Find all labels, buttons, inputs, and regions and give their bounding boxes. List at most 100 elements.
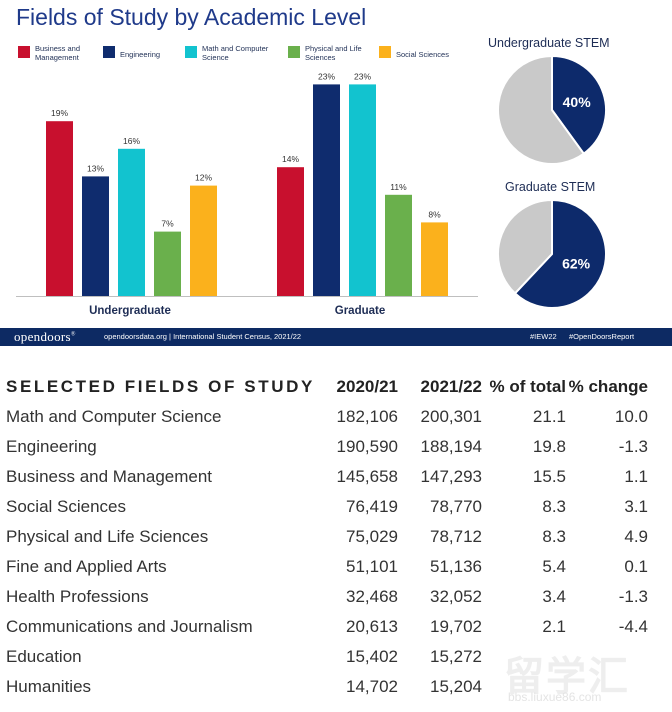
cell-percent-total: 5.4: [542, 557, 566, 576]
cell-field: Education: [6, 647, 82, 666]
header-percent-total: % of total: [489, 377, 567, 396]
bar-label-undergraduate-social: 12%: [195, 173, 212, 183]
bar-undergraduate-engineering: [82, 176, 109, 296]
chart-title: Fields of Study by Academic Level: [16, 4, 367, 30]
legend-item-social: Social Sciences: [379, 44, 476, 59]
cell-field: Engineering: [6, 437, 97, 456]
bar-graduate-physical: [385, 194, 412, 296]
bar-label-graduate-social: 8%: [428, 209, 441, 219]
pie-graduate-value-label: 62%: [562, 256, 591, 272]
legend-item-physical: Physical and Life Sciences: [288, 44, 380, 62]
bar-graduate-business: [277, 167, 304, 296]
legend-item-business: Business and Management: [18, 44, 105, 62]
table-row: Fine and Applied Arts 51,101 51,136 5.4 0.1: [0, 552, 672, 582]
legend-label-social: Social Sciences: [396, 50, 449, 59]
table-body: Math and Computer Science 182,106 200,301 2…: [0, 402, 672, 702]
cell-2021-22: 15,272: [430, 647, 482, 666]
table-row: Humanities 14,702 15,204: [0, 672, 672, 702]
table-header-row: SELECTED FIELDS OF STUDY 2020/21 2021/22…: [0, 372, 672, 402]
table-row: Business and Management 145,658 147,293 15.…: [0, 462, 672, 492]
legend-item-engineering: Engineering: [103, 44, 180, 59]
bar-label-undergraduate-math: 16%: [123, 136, 140, 146]
table-row: Physical and Life Sciences 75,029 78,712 8.…: [0, 522, 672, 552]
opendoors-logo-mark: ®: [70, 331, 76, 338]
x-tick-label-graduate: Graduate: [335, 305, 386, 317]
legend-swatch-physical: [288, 46, 300, 58]
bar-graduate-social: [421, 222, 448, 296]
bar-undergraduate-physical: [154, 231, 181, 296]
cell-2020-21: 32,468: [346, 587, 398, 606]
pie-graduate-slice-stem: [513, 198, 607, 309]
cell-percent-total: 21.1: [532, 407, 566, 426]
bar-label-undergraduate-physical: 7%: [161, 219, 174, 229]
legend-label-engineering: Engineering: [120, 50, 161, 59]
footer-hashtag-iew: #IEW22: [530, 332, 557, 341]
bar-undergraduate-business: [46, 121, 73, 296]
opendoors-logo-text: opendoors: [14, 329, 71, 344]
cell-percent-change: -1.3: [618, 437, 648, 456]
bar-label-graduate-math: 23%: [354, 71, 371, 81]
table-row: Education 15,402 15,272: [0, 642, 672, 672]
cell-field: Physical and Life Sciences: [6, 527, 209, 546]
table-row: Social Sciences 76,419 78,770 8.3 3.1: [0, 492, 672, 522]
cell-percent-change: 10.0: [614, 407, 648, 426]
cell-percent-change: 3.1: [624, 497, 648, 516]
cell-2020-21: 14,702: [346, 677, 398, 696]
footer-banner: opendoors® opendoorsdata.org | Internati…: [0, 328, 672, 346]
header-field: SELECTED FIELDS OF STUDY: [6, 377, 315, 396]
bar-graduate-math: [349, 84, 376, 297]
legend-swatch-social: [379, 46, 391, 58]
header-2021-22: 2021/22: [420, 377, 482, 396]
legend-item-math: Math and Computer Science: [185, 44, 287, 62]
cell-percent-total: 19.8: [532, 437, 566, 456]
cell-2020-21: 75,029: [346, 527, 398, 546]
bar-label-graduate-business: 14%: [282, 154, 299, 164]
footer-site-text: opendoorsdata.org | International Studen…: [104, 332, 302, 341]
cell-2020-21: 145,658: [336, 467, 398, 486]
pie-undergraduate-slice-stem: [551, 54, 607, 156]
cell-2021-22: 15,204: [430, 677, 482, 696]
opendoors-logo: opendoors®: [14, 329, 76, 345]
cell-percent-total: 15.5: [532, 467, 566, 486]
cell-2020-21: 182,106: [336, 407, 398, 426]
table-row: Math and Computer Science 182,106 200,301 2…: [0, 402, 672, 432]
cell-2020-21: 15,402: [346, 647, 398, 666]
x-tick-label-undergraduate: Undergraduate: [89, 305, 171, 317]
bar-undergraduate-social: [190, 185, 217, 296]
header-2020-21: 2020/21: [336, 377, 398, 396]
pie-undergraduate-value-label: 40%: [563, 94, 592, 110]
watermark-logo: 留学汇: [504, 655, 630, 699]
chart-area: Fields of Study by Academic Level Busine…: [0, 0, 672, 322]
cell-2021-22: 32,052: [430, 587, 482, 606]
cell-2021-22: 200,301: [420, 407, 482, 426]
legend-label-math: Math and Computer Science: [202, 44, 269, 62]
pie-undergraduate-title: Undergraduate STEM: [488, 36, 610, 50]
legend-swatch-math: [185, 46, 197, 58]
cell-2021-22: 51,136: [430, 557, 482, 576]
cell-2020-21: 51,101: [346, 557, 398, 576]
cell-2020-21: 76,419: [346, 497, 398, 516]
cell-2021-22: 188,194: [420, 437, 482, 456]
watermark-url: bbs.liuxue86.com: [508, 690, 602, 704]
legend-swatch-engineering: [103, 46, 115, 58]
cell-2021-22: 78,712: [430, 527, 482, 546]
cell-percent-total: 2.1: [542, 617, 566, 636]
cell-percent-total: 3.4: [542, 587, 566, 606]
cell-field: Social Sciences: [6, 497, 127, 516]
bar-label-undergraduate-business: 19%: [51, 108, 68, 118]
cell-2021-22: 19,702: [430, 617, 482, 636]
cell-percent-total: 8.3: [542, 497, 566, 516]
bar-graduate-engineering: [313, 84, 340, 297]
cell-field: Fine and Applied Arts: [6, 557, 167, 576]
cell-field: Math and Computer Science: [6, 407, 222, 426]
cell-2020-21: 190,590: [336, 437, 398, 456]
cell-percent-change: 1.1: [624, 467, 648, 486]
header-percent-change: % change: [568, 377, 648, 396]
footer-hashtag-report: #OpenDoorsReport: [569, 332, 635, 341]
bar-label-undergraduate-engineering: 13%: [87, 163, 104, 173]
cell-field: Business and Management: [6, 467, 213, 486]
cell-percent-total: 8.3: [542, 527, 566, 546]
cell-2020-21: 20,613: [346, 617, 398, 636]
legend-swatch-business: [18, 46, 30, 58]
pie-graduate-title: Graduate STEM: [505, 180, 596, 194]
